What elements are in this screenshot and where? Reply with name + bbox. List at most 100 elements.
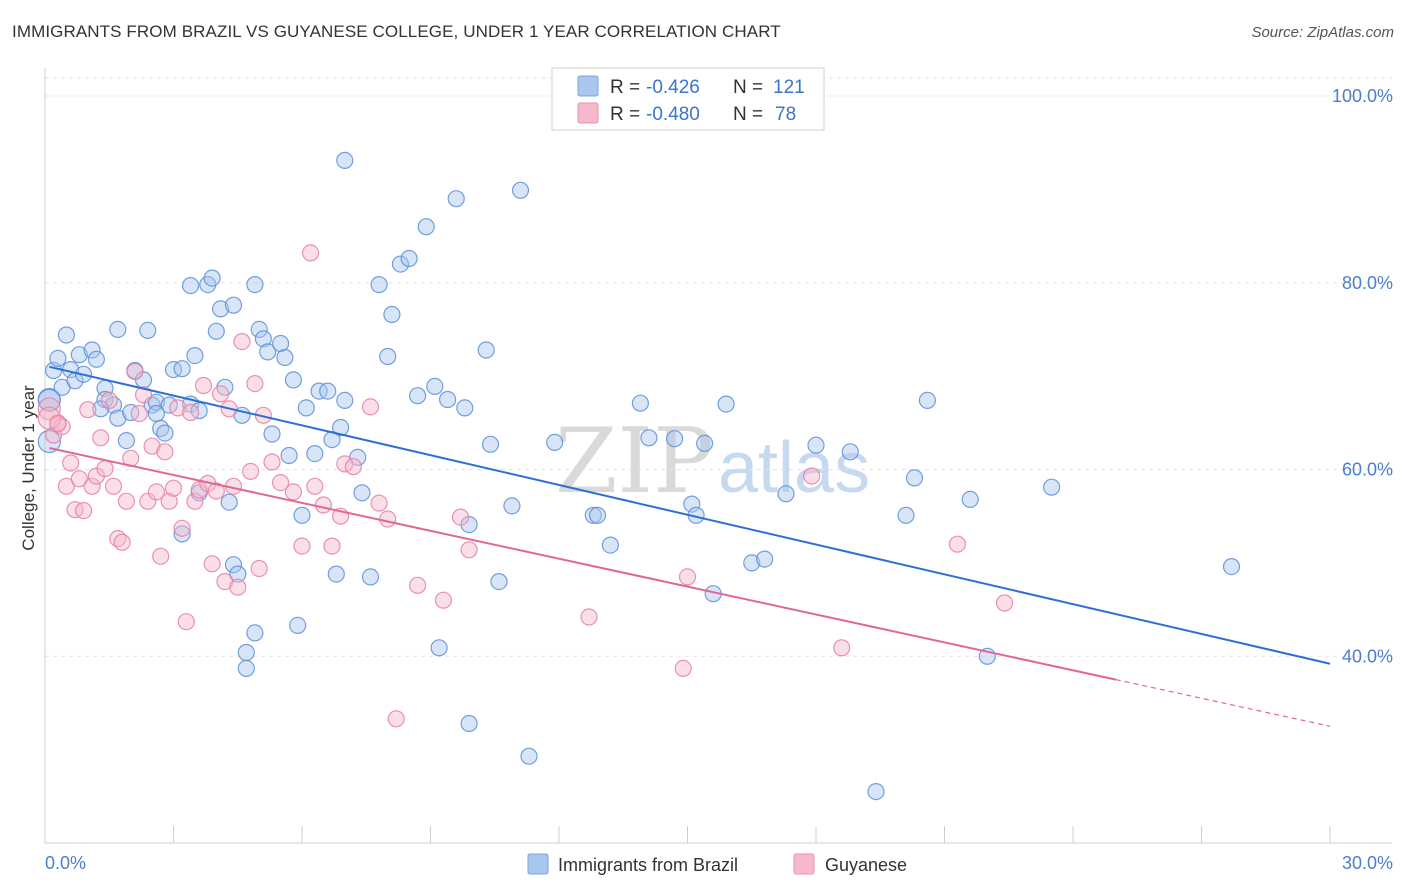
- data-point: [361, 398, 380, 416]
- data-point: [327, 565, 345, 583]
- data-point: [117, 492, 136, 510]
- data-point: [194, 376, 213, 395]
- legend-n-value-guyanese: 78: [775, 104, 796, 125]
- data-point: [344, 458, 362, 476]
- data-point: [336, 391, 354, 409]
- x-tick-label-min: 0.0%: [45, 853, 86, 873]
- data-point: [511, 181, 530, 199]
- data-point: [134, 386, 153, 404]
- data-point: [83, 477, 101, 495]
- legend-r-label-brazil: R =: [610, 77, 640, 98]
- data-point: [57, 477, 76, 495]
- series-guyanese-points: [37, 244, 1014, 728]
- data-point: [104, 477, 123, 495]
- gridlines: [45, 77, 1392, 657]
- data-point: [918, 391, 937, 409]
- x-tick-label-max: 30.0%: [1342, 853, 1393, 873]
- data-point: [173, 519, 191, 537]
- data-point: [169, 399, 187, 417]
- data-point: [224, 296, 243, 314]
- data-point: [323, 537, 341, 555]
- data-point: [370, 276, 388, 294]
- data-point: [460, 714, 478, 733]
- data-point: [237, 643, 255, 662]
- data-point: [152, 547, 170, 565]
- data-point: [272, 474, 290, 492]
- data-point: [310, 382, 328, 400]
- data-point: [306, 477, 324, 495]
- data-point: [314, 496, 332, 514]
- data-point: [897, 506, 915, 524]
- data-point: [160, 492, 178, 510]
- data-point: [83, 341, 101, 359]
- data-point: [391, 255, 410, 273]
- data-point: [588, 506, 607, 524]
- data-point: [807, 436, 825, 454]
- data-point: [447, 190, 465, 208]
- data-point: [49, 415, 67, 433]
- data-point: [477, 341, 495, 359]
- data-point: [379, 510, 397, 528]
- data-point: [293, 537, 311, 555]
- trend-line-brazil: [49, 365, 1331, 665]
- legend-n-label-brazil: N =: [733, 77, 763, 98]
- data-point: [417, 218, 435, 236]
- data-point: [293, 506, 311, 524]
- data-point: [173, 360, 191, 378]
- legend-swatch-brazil: [577, 75, 599, 97]
- legend-r-value-guyanese: -0.480: [646, 104, 700, 125]
- data-point: [336, 151, 354, 169]
- data-point: [229, 578, 247, 596]
- data-point: [250, 559, 268, 578]
- data-point: [306, 445, 324, 463]
- data-point: [87, 350, 106, 368]
- legend-n-value-brazil: 121: [773, 77, 805, 98]
- data-point: [430, 639, 448, 657]
- data-point: [353, 484, 371, 502]
- data-point: [139, 321, 157, 339]
- data-point: [755, 550, 774, 568]
- data-point: [70, 470, 88, 488]
- data-point: [143, 437, 161, 455]
- data-point: [456, 399, 474, 417]
- y-tick-label: 100.0%: [1332, 86, 1393, 106]
- x-tick-labels: 0.0% 30.0%: [45, 853, 1393, 873]
- data-point: [695, 434, 714, 452]
- data-point: [683, 495, 701, 513]
- data-point: [803, 467, 821, 485]
- source-credit: Source: ZipAtlas.com: [1251, 24, 1394, 41]
- y-tick-label: 60.0%: [1342, 460, 1393, 480]
- data-point: [242, 462, 260, 480]
- data-point: [905, 469, 924, 487]
- data-point: [147, 483, 165, 501]
- data-point: [233, 333, 251, 351]
- data-point: [66, 501, 84, 519]
- data-point: [212, 385, 230, 403]
- data-point: [297, 399, 315, 417]
- data-point: [117, 432, 136, 450]
- data-point: [678, 568, 697, 586]
- data-point: [995, 594, 1014, 612]
- data-point: [302, 244, 320, 262]
- data-point: [319, 382, 337, 400]
- data-point: [640, 429, 658, 447]
- axes: [44, 68, 1392, 844]
- data-point: [777, 485, 795, 503]
- data-point: [207, 322, 225, 340]
- data-point: [263, 425, 281, 443]
- data-point: [229, 565, 247, 583]
- data-point: [70, 346, 88, 364]
- series-brazil-points: [37, 151, 1241, 801]
- data-point: [490, 572, 508, 591]
- data-point: [237, 659, 255, 678]
- data-point: [841, 443, 859, 461]
- data-point: [49, 349, 67, 367]
- y-tick-label: 40.0%: [1342, 646, 1393, 666]
- data-point: [332, 418, 350, 437]
- data-point: [203, 555, 221, 573]
- data-point: [100, 391, 118, 409]
- legend-n-label-guyanese: N =: [733, 104, 763, 125]
- data-point: [361, 568, 380, 586]
- data-point: [109, 320, 127, 338]
- data-point: [272, 334, 290, 353]
